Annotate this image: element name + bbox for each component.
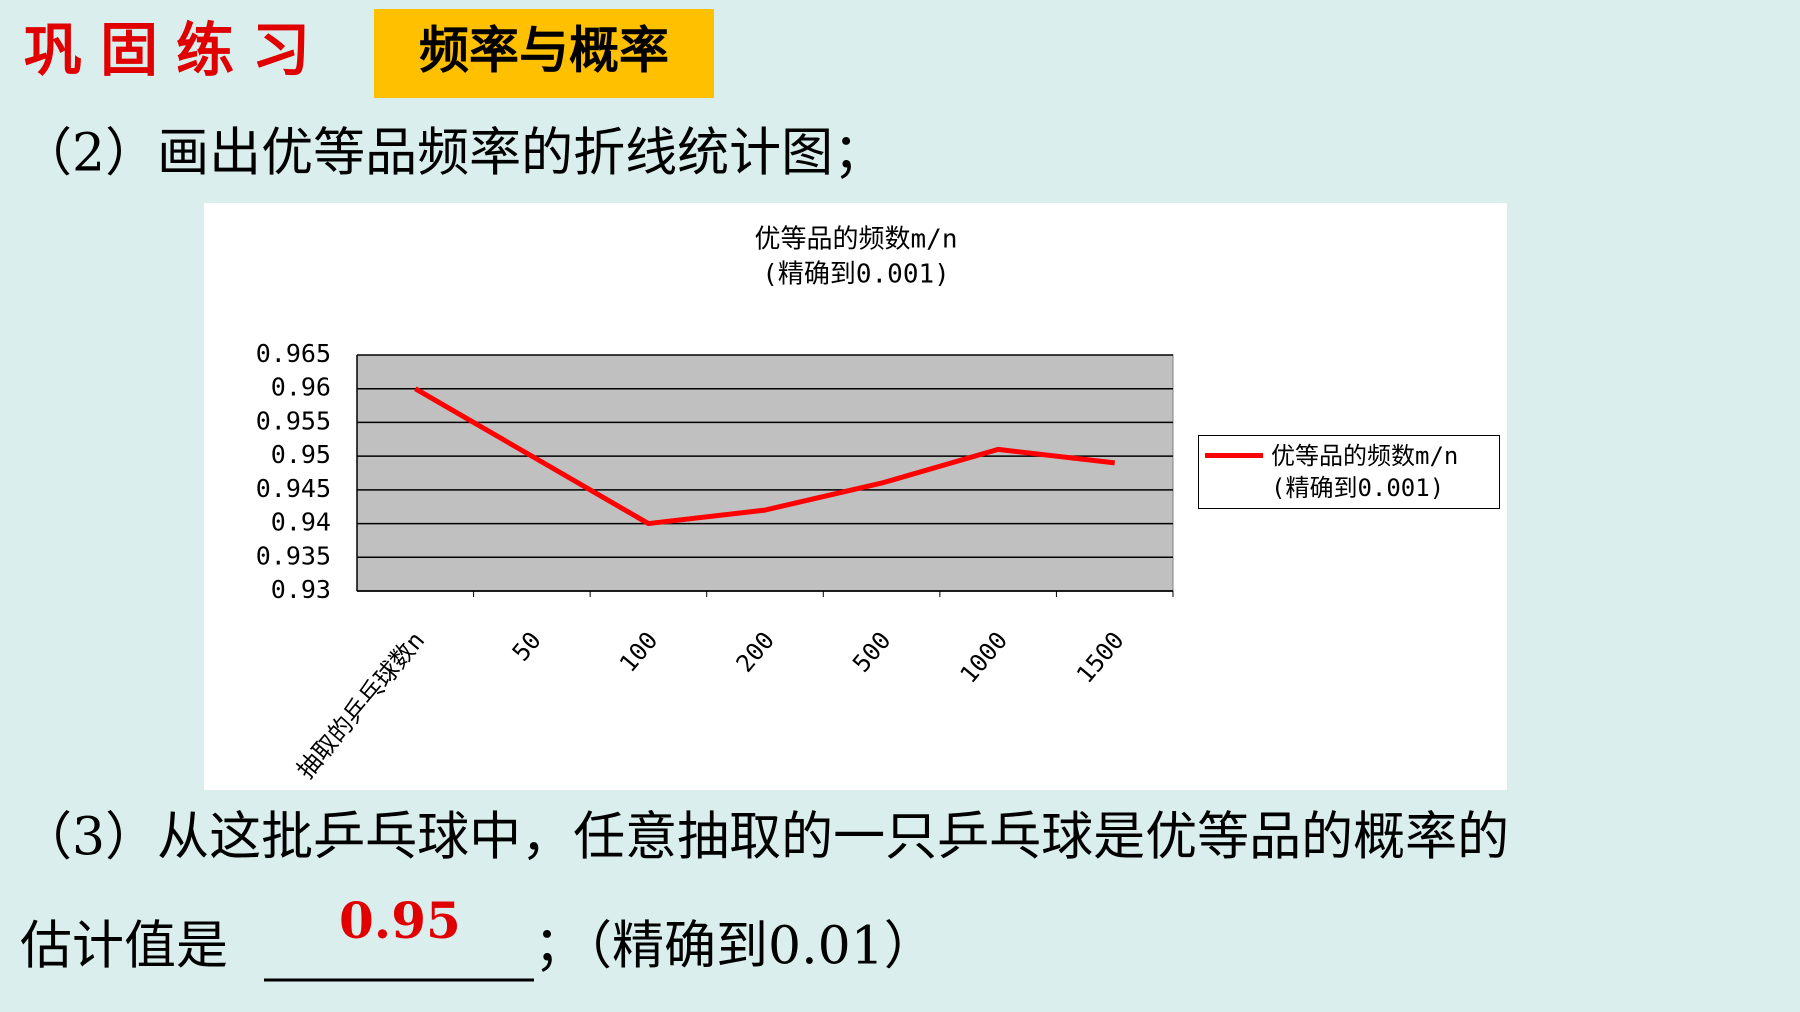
chart-title: 优等品的频数m/n: [755, 225, 958, 255]
y-tick-label: 0.955: [256, 406, 331, 435]
y-tick-label: 0.965: [256, 339, 331, 368]
slide-title: 巩固练习: [24, 16, 328, 84]
tag-box: [374, 9, 714, 98]
question: （3）从这批乒乓球中，任意抽取的一只乒乓球是优等品的概率的: [20, 808, 1509, 868]
y-tick-label: 0.94: [271, 508, 331, 537]
legend-swatch: [1205, 453, 1263, 458]
plot-area: [356, 354, 1174, 592]
answer-prefix: 估计值是: [20, 917, 228, 977]
y-tick-label: 0.945: [256, 474, 331, 503]
y-tick-label: 0.935: [256, 541, 331, 570]
tag-text: 频率与概率: [419, 22, 669, 80]
legend: 优等品的频数m/n (精确到0.001): [1198, 435, 1500, 509]
y-tick-label: 0.95: [271, 440, 331, 469]
chart-subtitle: (精确到0.001): [762, 260, 950, 290]
y-tick-label: 0.93: [271, 575, 331, 604]
y-tick-label: 0.96: [271, 373, 331, 402]
question: （2）画出优等品频率的折线统计图；: [20, 124, 885, 184]
answer-suffix: ；（精确到0.01）: [534, 917, 936, 977]
answer: 0.95: [339, 891, 461, 950]
data-line: [414, 386, 1115, 527]
legend-label: 优等品的频数m/n (精确到0.001): [1271, 442, 1459, 502]
